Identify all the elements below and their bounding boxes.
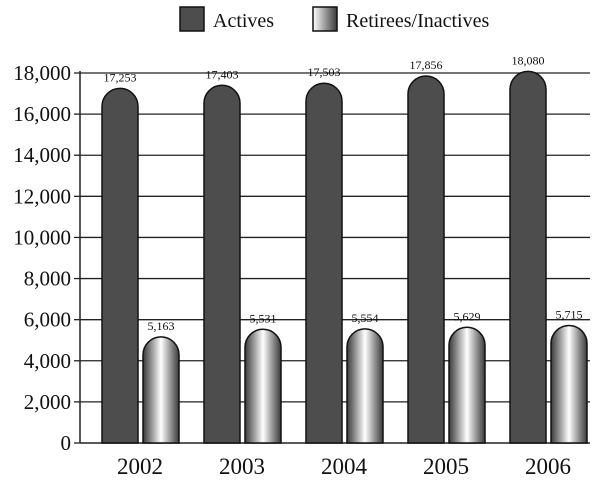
data-label: 5,715	[556, 308, 583, 322]
x-tick-label: 2004	[321, 454, 368, 479]
bar-actives	[305, 82, 343, 444]
bar-actives	[203, 84, 241, 444]
data-label: 5,554	[352, 311, 379, 325]
bar-actives	[509, 70, 547, 444]
x-axis: 2002 2003 2004 2005 2006	[117, 454, 571, 479]
y-tick-label: 18,000	[13, 61, 71, 85]
x-tick-label: 2002	[117, 454, 163, 479]
y-tick-label: 2,000	[24, 390, 71, 414]
bars	[101, 70, 588, 444]
data-label: 17,856	[410, 58, 443, 72]
data-label: 5,629	[454, 309, 481, 323]
data-label: 17,253	[104, 70, 137, 84]
legend-swatch	[179, 6, 205, 32]
bar-retirees-inactives	[244, 328, 282, 444]
y-tick-label: 16,000	[13, 102, 71, 126]
x-tick-label: 2006	[525, 454, 571, 479]
y-tick-label: 10,000	[13, 225, 71, 249]
y-tick-label: 14,000	[13, 143, 71, 167]
data-label: 5,531	[250, 311, 277, 325]
data-label: 18,080	[512, 53, 545, 67]
x-tick-label: 2003	[219, 454, 265, 479]
bar-retirees-inactives	[550, 324, 588, 444]
legend-label: Retirees/Inactives	[346, 10, 489, 32]
y-tick-label: 4,000	[24, 349, 71, 373]
bar-retirees-inactives	[142, 336, 180, 444]
data-label: 17,403	[206, 67, 239, 81]
bar-retirees-inactives	[346, 328, 384, 444]
legend: Actives Retirees/Inactives	[179, 6, 489, 32]
y-tick-label: 6,000	[24, 308, 71, 332]
bar-actives	[101, 87, 139, 444]
y-tick-label: 8,000	[24, 267, 71, 291]
legend-label: Actives	[213, 10, 274, 32]
legend-swatch	[312, 6, 338, 32]
y-axis: 0 2,000 4,000 6,000 8,000 10,000 12,000 14,000 1…	[13, 61, 590, 455]
bar-actives	[407, 75, 445, 444]
bar-retirees-inactives	[448, 326, 486, 444]
data-label: 17,503	[308, 65, 341, 79]
y-tick-label: 12,000	[13, 184, 71, 208]
data-label: 5,163	[148, 319, 175, 333]
y-tick-label: 0	[61, 431, 72, 455]
x-tick-label: 2005	[423, 454, 469, 479]
data-labels: 17,253 5,163 17,403 5,531 17,503 5,554 17,856 5…	[104, 53, 583, 333]
